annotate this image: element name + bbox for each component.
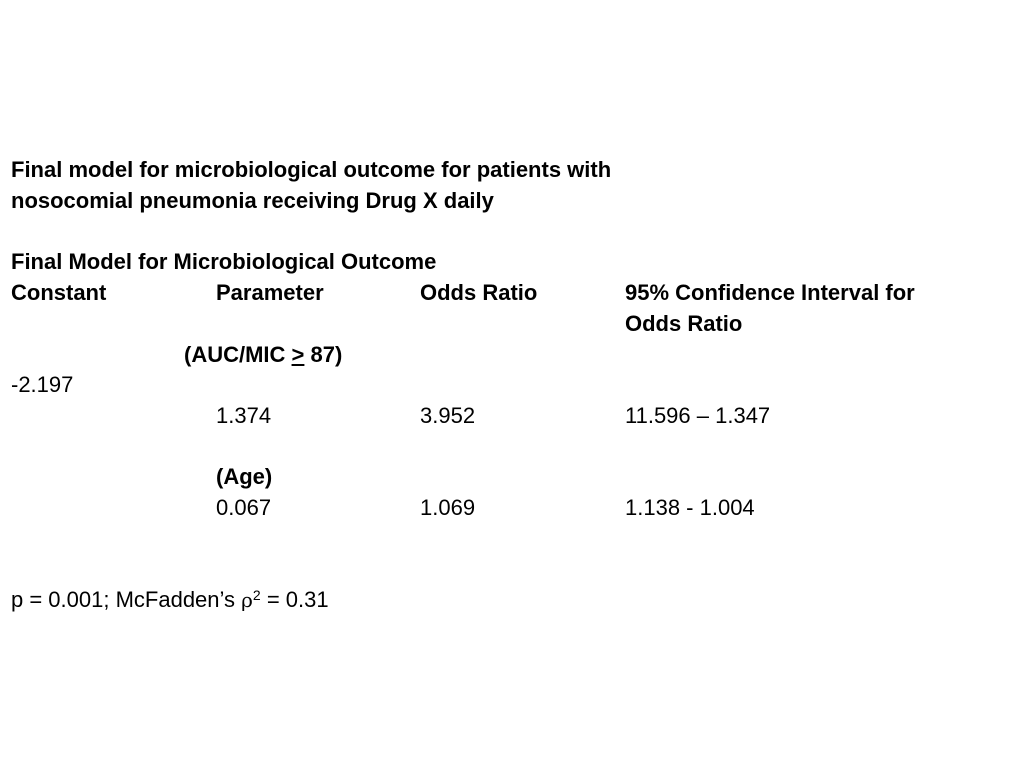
header-constant: Constant [11,280,107,305]
header-confidence-interval-line-2: Odds Ratio [625,311,743,336]
fit-statistics-suffix: = 0.31 [260,587,329,612]
auc-mic-label-open: (AUC/MIC [184,342,292,367]
auc-mic-label: (AUC/MIC > 87) [184,340,342,370]
fit-statistics-prefix: p = 0.001; McFadden’s [11,587,242,612]
rho-symbol: ρ [241,588,253,612]
constant-value: -2.197 [11,372,74,397]
header-parameter: Parameter [216,280,324,305]
header-odds-ratio: Odds Ratio [420,280,538,305]
age-parameter-value: 0.067 [216,495,272,520]
model-fit-statistics: p = 0.001; McFadden’s ρ2 = 0.31 [11,585,329,615]
age-odds-ratio-value: 1.069 [420,495,476,520]
greater-equal-symbol: > [291,342,305,367]
auc-mic-label-close: 87) [304,342,343,367]
title-line-2: nosocomial pneumonia receiving Drug X da… [11,188,494,213]
auc-parameter-value: 1.374 [216,403,272,428]
auc-odds-ratio-value: 3.952 [420,403,476,428]
age-label: (Age) [216,464,273,489]
header-confidence-interval-line-1: 95% Confidence Interval for [625,280,915,305]
model-subtitle: Final Model for Microbiological Outcome [11,249,437,274]
auc-confidence-interval-value: 11.596 – 1.347 [625,403,771,428]
title-line-1: Final model for microbiological outcome … [11,157,612,182]
age-confidence-interval-value: 1.138 - 1.004 [625,495,755,520]
rho-exponent: 2 [252,587,261,603]
